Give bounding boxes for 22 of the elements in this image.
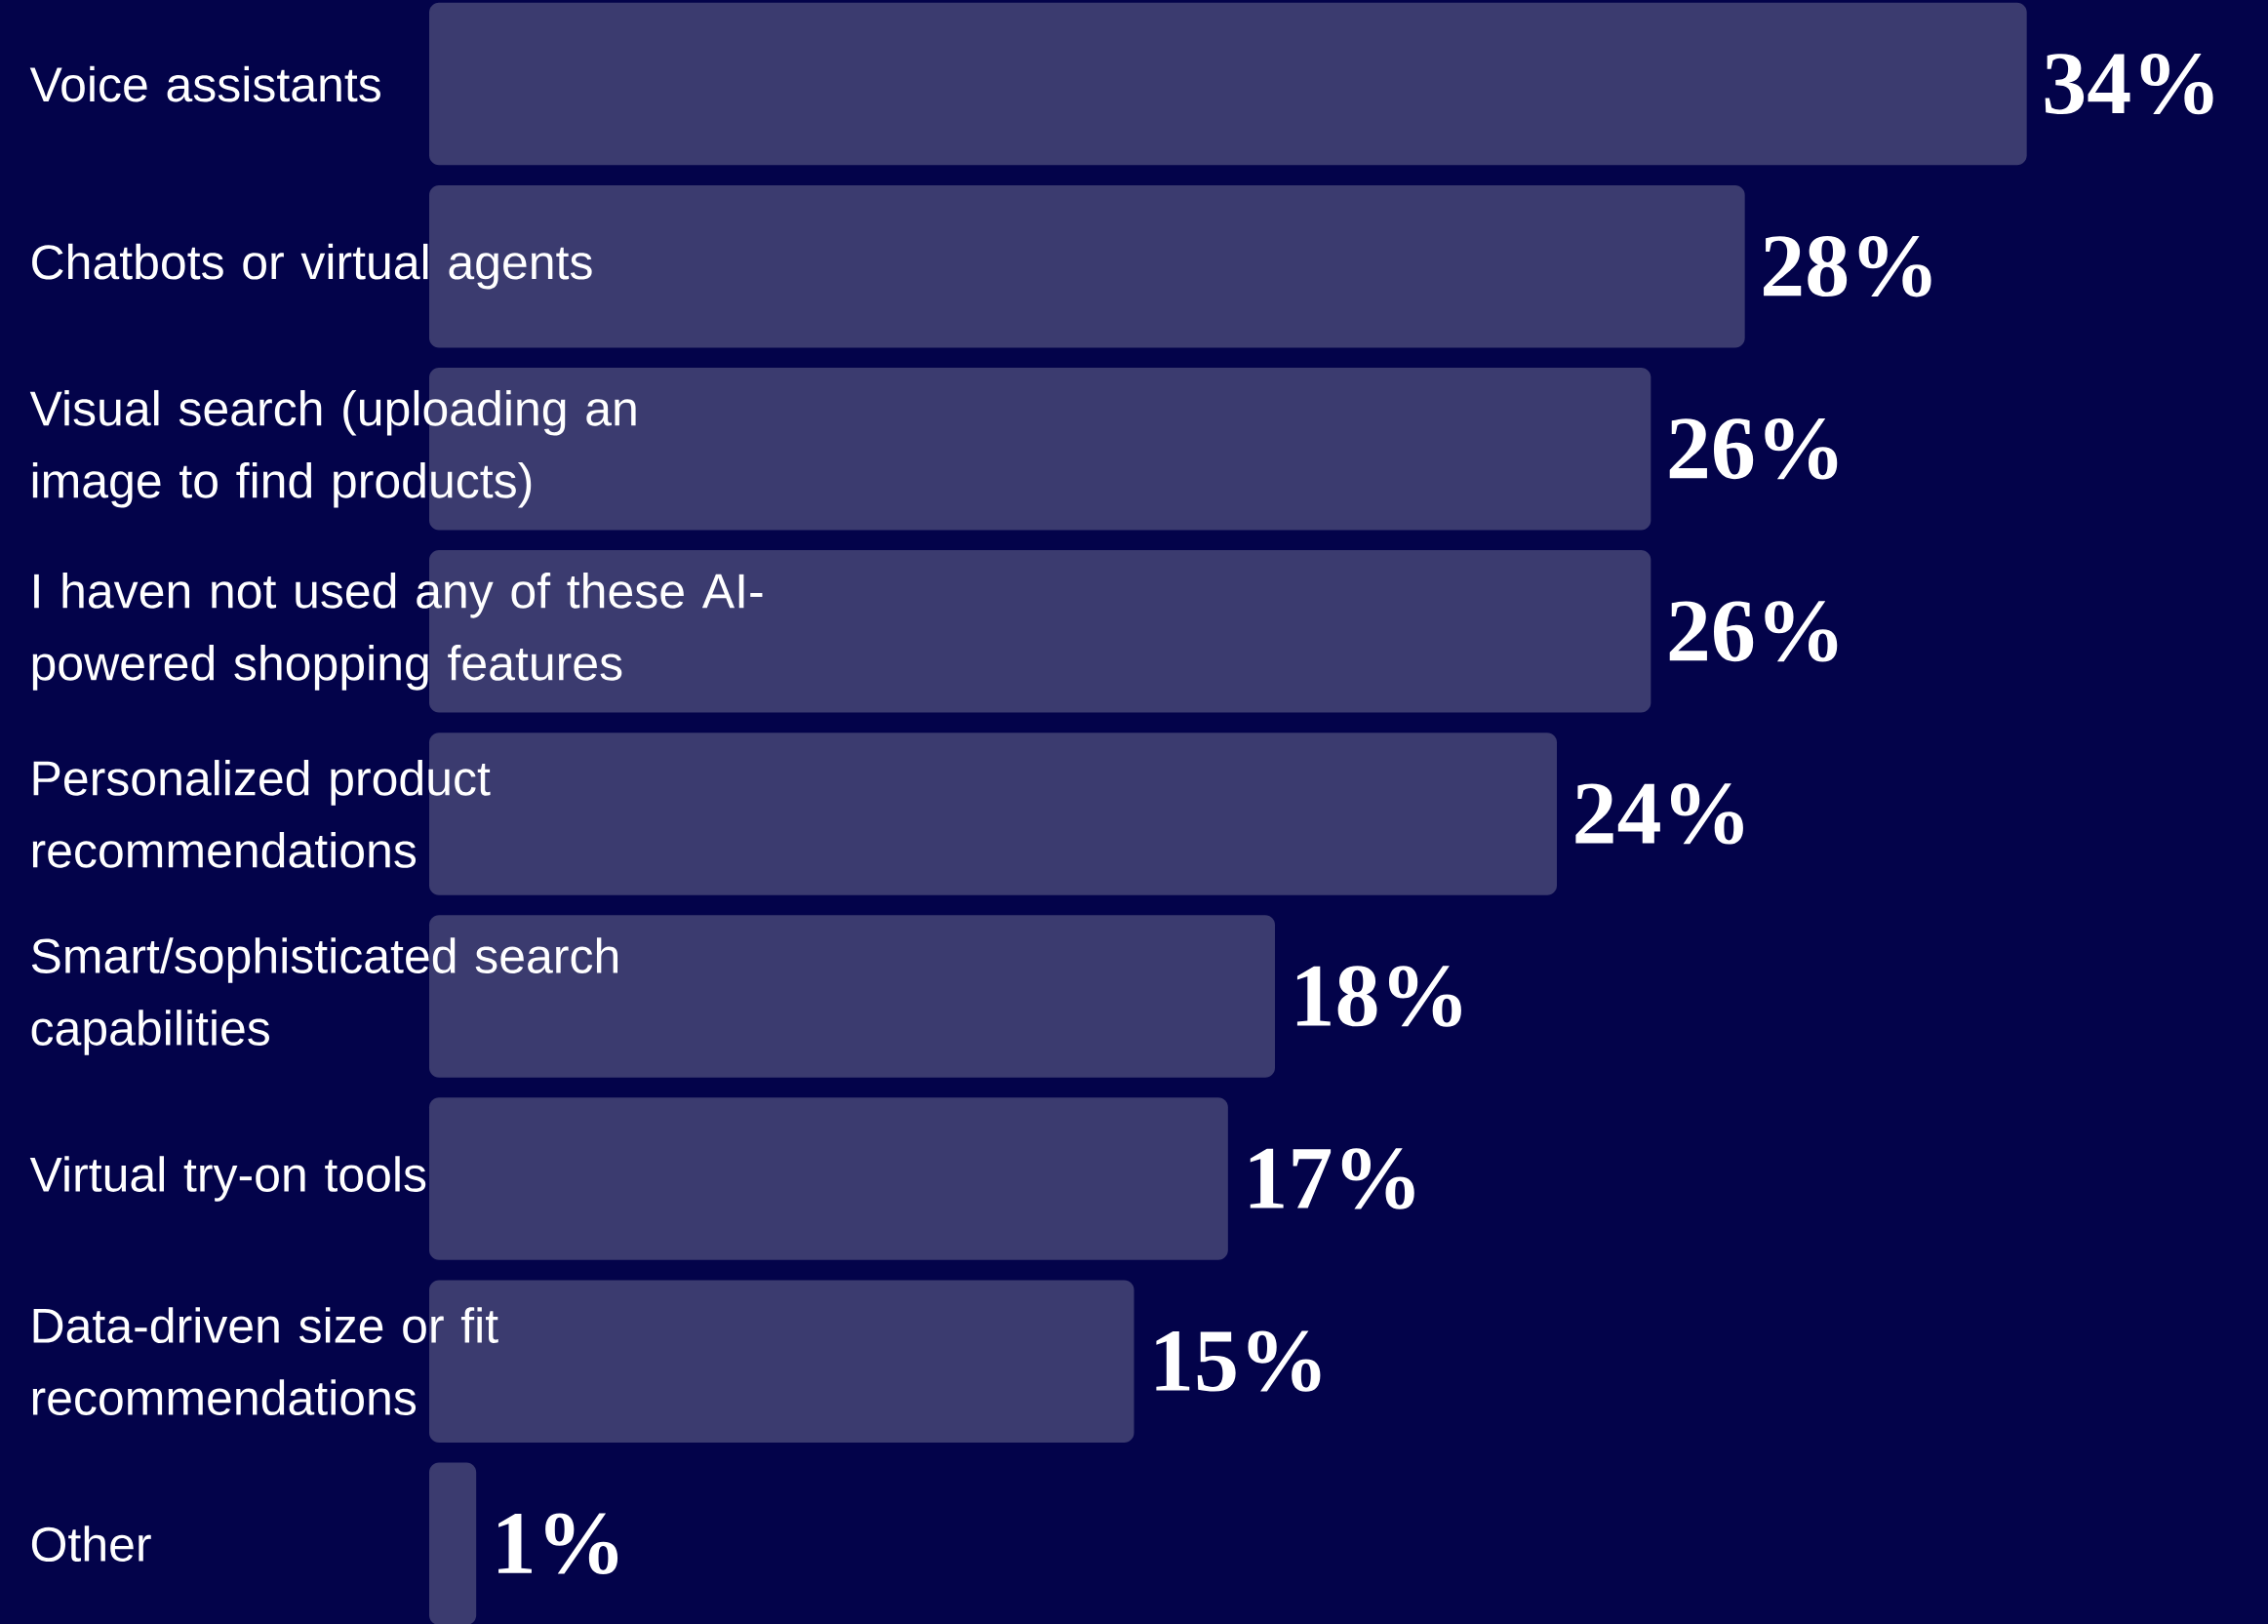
y-tick-label: Voice assistants	[29, 65, 380, 102]
y-tick-label: Personalized product recommendations	[32, 760, 491, 868]
data-label: 34%	[2045, 53, 2213, 115]
bar	[429, 2, 2027, 166]
data-label: 15%	[1156, 1330, 1321, 1392]
data-label: 26%	[1669, 418, 1838, 480]
y-tick-label: Smart/sophisticated search capabilities	[31, 937, 618, 1055]
bar	[429, 1097, 1228, 1260]
y-tick-label: Data-driven size or fit recommendations	[32, 1307, 498, 1415]
bar	[429, 1462, 477, 1624]
data-label: 1%	[498, 1513, 618, 1574]
data-label: 18%	[1296, 966, 1461, 1027]
data-label: 17%	[1250, 1148, 1414, 1209]
y-tick-label: Virtual try-on tools	[29, 1156, 426, 1202]
y-tick-label: Chatbots or virtual agents	[32, 243, 592, 290]
data-label: 24%	[1575, 783, 1743, 845]
data-label: 28%	[1764, 235, 1931, 297]
y-tick-label: Other	[31, 1525, 151, 1563]
bar	[429, 184, 1745, 348]
data-label: 26%	[1669, 601, 1838, 662]
y-tick-label: I haven not used any of these AI-powered shopping features	[32, 573, 763, 691]
y-tick-label: Visual search (uploading an image to find products)	[29, 389, 636, 508]
